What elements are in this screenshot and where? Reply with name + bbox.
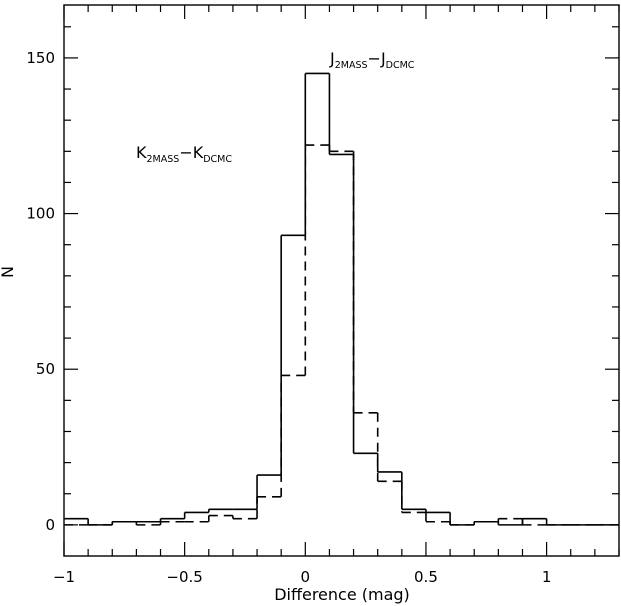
solid-series-label: J2MASS−JDCMC (329, 49, 415, 71)
solid-label-main2: J (380, 49, 386, 68)
dashed-series-label: K2MASS−KDCMC (136, 143, 232, 165)
dashed-label-sub2: DCMC (203, 154, 232, 165)
histogram-series-solid (64, 72, 619, 526)
solid-label-sub1: 2MASS (335, 60, 368, 71)
tick-labels: −1 −0.5 0 0.5 1 0 50 100 150 (26, 49, 551, 586)
y-tick-label: 100 (26, 205, 55, 223)
dashed-label-main: K (136, 143, 147, 162)
dashed-label-main2: K (193, 143, 204, 162)
histogram-series (64, 72, 619, 526)
x-tick-label: 0 (301, 568, 311, 586)
axis-ticks (63, 5, 620, 556)
solid-label-main: J (329, 49, 335, 68)
dashed-label-minus: − (179, 143, 192, 162)
solid-label-minus: − (368, 49, 381, 68)
x-tick-label: 1 (542, 568, 552, 586)
y-tick-label: 50 (36, 360, 55, 378)
plot-frame-rect (63, 4, 620, 557)
solid-label-sub2: DCMC (386, 60, 415, 71)
x-tick-label: 0.5 (414, 568, 438, 586)
y-tick-label: 0 (45, 516, 55, 534)
y-tick-label: 150 (26, 49, 55, 67)
y-axis-label: N (0, 266, 17, 278)
x-tick-label: −0.5 (166, 568, 202, 586)
plot-frame (63, 4, 620, 557)
histogram-series-dashed (64, 144, 619, 526)
x-axis-label: Difference (mag) (274, 585, 410, 604)
dashed-label-sub1: 2MASS (147, 154, 180, 165)
x-tick-label: −1 (53, 568, 75, 586)
